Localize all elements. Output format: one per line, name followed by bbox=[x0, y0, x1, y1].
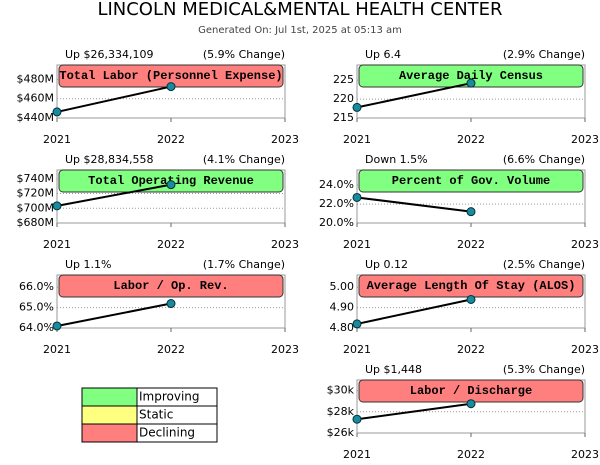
percent-change: (2.9% Change) bbox=[503, 48, 585, 61]
trend-line bbox=[356, 82, 472, 109]
y-tick-label: 20.0% bbox=[319, 216, 354, 229]
x-tick-label: 2022 bbox=[457, 343, 485, 356]
x-tick-label: 2022 bbox=[157, 133, 185, 146]
data-point bbox=[352, 192, 362, 202]
x-tick-label: 2021 bbox=[343, 238, 371, 251]
y-tick-label: 64.0% bbox=[19, 321, 54, 334]
y-tick-label: $720M bbox=[17, 187, 55, 200]
y-tick-label: 24.0% bbox=[319, 178, 354, 191]
legend-label: Improving bbox=[139, 390, 200, 404]
y-tick-label: 215 bbox=[333, 111, 354, 124]
y-tick-label: 4.80 bbox=[330, 321, 355, 334]
change: Up 0.12 bbox=[365, 258, 408, 271]
y-tick-label: $26k bbox=[327, 426, 355, 439]
chart-title: Total Labor (Personnel Expense) bbox=[59, 69, 282, 83]
change: Up $26,334,109 bbox=[65, 48, 154, 61]
data-point bbox=[352, 414, 362, 424]
x-tick-label: 2022 bbox=[457, 448, 485, 461]
x-tick-label: 2021 bbox=[43, 343, 71, 356]
data-point bbox=[466, 78, 476, 88]
y-tick-label: $460M bbox=[17, 92, 55, 105]
data-point bbox=[52, 107, 62, 117]
x-tick-label: 2023 bbox=[271, 238, 299, 251]
legend-swatch bbox=[81, 405, 138, 425]
trend-line bbox=[356, 196, 472, 213]
x-tick-label: 2022 bbox=[457, 238, 485, 251]
y-tick-label: $740M bbox=[17, 172, 55, 185]
x-tick-label: 2023 bbox=[271, 343, 299, 356]
y-tick-label: 22.0% bbox=[319, 197, 354, 210]
change: Down 1.5% bbox=[365, 153, 428, 166]
chart-title: Labor / Discharge bbox=[410, 384, 532, 398]
legend-swatch bbox=[81, 423, 138, 443]
percent-change: (6.6% Change) bbox=[503, 153, 585, 166]
data-point bbox=[166, 180, 176, 190]
x-tick-label: 2021 bbox=[43, 133, 71, 146]
x-tick-label: 2022 bbox=[457, 133, 485, 146]
chart-title: Labor / Op. Rev. bbox=[113, 279, 228, 293]
trend-line bbox=[356, 298, 472, 325]
data-point bbox=[52, 321, 62, 331]
data-point bbox=[166, 82, 176, 92]
percent-change: (5.3% Change) bbox=[503, 363, 585, 376]
page-subtitle: Generated On: Jul 1st, 2025 at 05:13 am bbox=[198, 25, 402, 36]
percent-change: (2.5% Change) bbox=[503, 258, 585, 271]
y-tick-label: 66.0% bbox=[19, 280, 54, 293]
x-tick-label: 2021 bbox=[43, 238, 71, 251]
data-point bbox=[352, 102, 362, 112]
status-box bbox=[358, 169, 584, 193]
x-tick-label: 2023 bbox=[571, 133, 599, 146]
x-tick-label: 2021 bbox=[343, 133, 371, 146]
percent-change: (1.7% Change) bbox=[203, 258, 285, 271]
legend-cell bbox=[136, 423, 218, 443]
y-tick-label: $440M bbox=[17, 111, 55, 124]
x-tick-label: 2023 bbox=[571, 238, 599, 251]
legend-label: Declining bbox=[139, 426, 195, 440]
trend-line bbox=[56, 302, 172, 327]
chart-title: Average Daily Census bbox=[399, 69, 543, 83]
percent-change: (4.1% Change) bbox=[203, 153, 285, 166]
y-tick-label: 5.00 bbox=[330, 280, 355, 293]
x-tick-label: 2023 bbox=[271, 133, 299, 146]
data-point bbox=[466, 207, 476, 217]
trend-line bbox=[356, 402, 472, 421]
data-point bbox=[466, 294, 476, 304]
y-tick-label: 65.0% bbox=[19, 301, 54, 314]
trend-line bbox=[56, 183, 172, 207]
y-tick-label: $30k bbox=[327, 384, 355, 397]
chart-title: Average Length Of Stay (ALOS) bbox=[367, 279, 576, 293]
y-tick-label: 225 bbox=[333, 73, 354, 86]
legend-label: Static bbox=[139, 408, 173, 422]
trend-line bbox=[56, 85, 172, 113]
x-tick-label: 2023 bbox=[571, 448, 599, 461]
y-tick-label: $680M bbox=[17, 216, 55, 229]
data-point bbox=[466, 399, 476, 409]
page-title: LINCOLN MEDICAL&MENTAL HEALTH CENTER bbox=[97, 0, 502, 20]
y-tick-label: $700M bbox=[17, 201, 55, 214]
data-point bbox=[52, 201, 62, 211]
change: Up $1,448 bbox=[365, 363, 422, 376]
y-tick-label: 220 bbox=[333, 92, 354, 105]
data-point bbox=[352, 319, 362, 329]
y-tick-label: $28k bbox=[327, 405, 355, 418]
y-tick-label: $480M bbox=[17, 72, 55, 85]
change: Up $28,834,558 bbox=[65, 153, 154, 166]
change: Up 1.1% bbox=[65, 258, 111, 271]
data-point bbox=[166, 299, 176, 309]
change: Up 6.4 bbox=[365, 48, 401, 61]
percent-change: (5.9% Change) bbox=[203, 48, 285, 61]
legend-swatch bbox=[81, 387, 138, 407]
status-box bbox=[58, 274, 284, 298]
x-tick-label: 2022 bbox=[157, 238, 185, 251]
x-tick-label: 2023 bbox=[571, 343, 599, 356]
chart-title: Percent of Gov. Volume bbox=[392, 174, 550, 188]
y-tick-label: 4.90 bbox=[330, 301, 355, 314]
x-tick-label: 2021 bbox=[343, 343, 371, 356]
x-tick-label: 2022 bbox=[157, 343, 185, 356]
x-tick-label: 2021 bbox=[343, 448, 371, 461]
